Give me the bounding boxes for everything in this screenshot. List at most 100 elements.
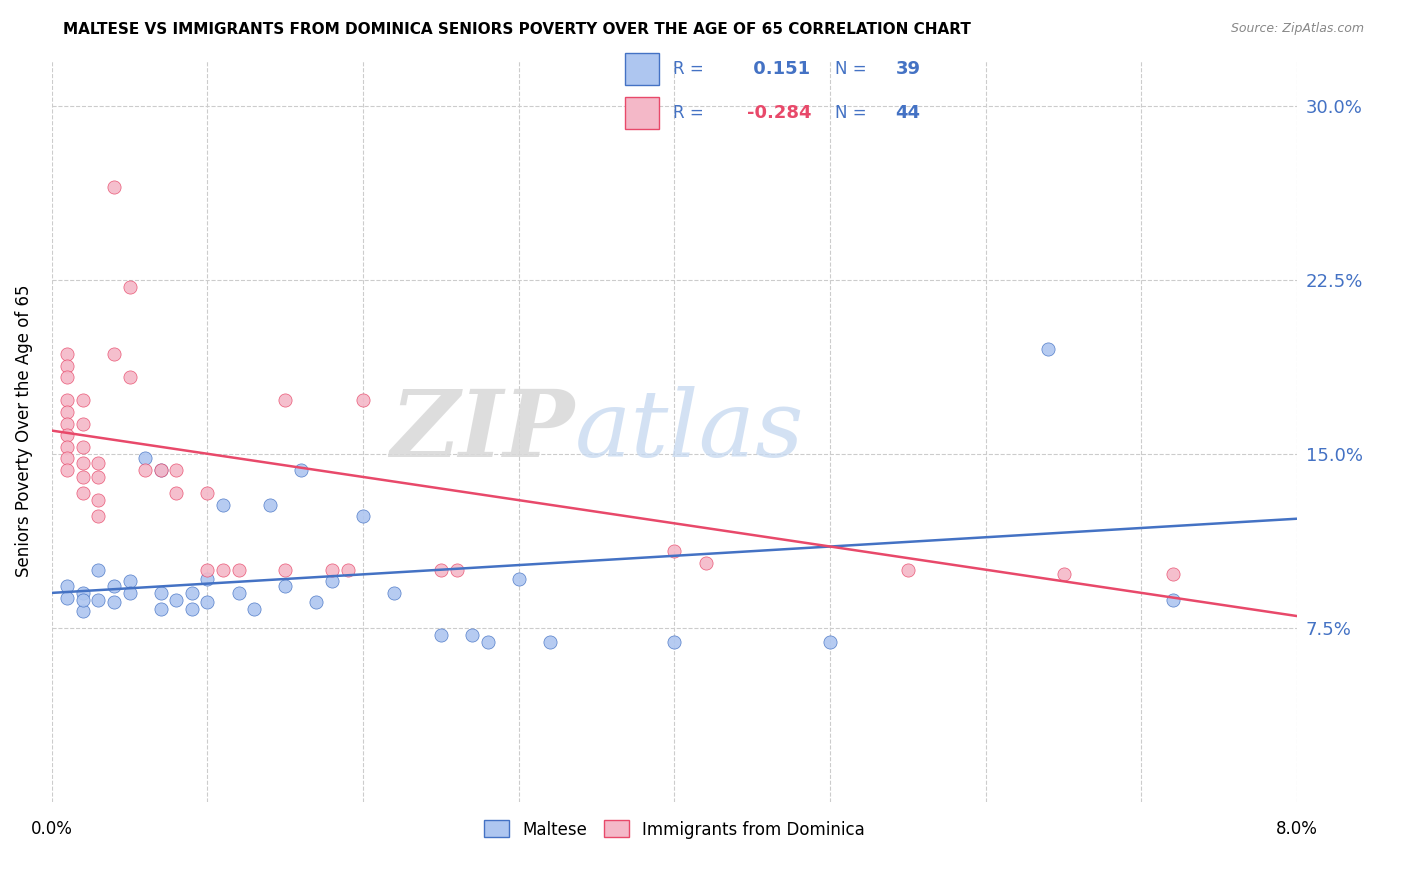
Point (477, 634, 499, 648)
Point (430, 627, 453, 641)
Point (87, 493, 110, 508)
Point (461, 627, 484, 641)
Point (87, 509, 110, 524)
Point (538, 634, 561, 648)
Point (212, 498, 235, 512)
Point (259, 498, 281, 512)
Point (103, 595, 125, 609)
Point (72, 393, 94, 408)
Point (274, 579, 297, 593)
Point (56, 451, 79, 466)
Point (197, 595, 219, 609)
Point (664, 634, 686, 648)
Text: 0.151: 0.151 (747, 60, 810, 78)
Text: N =: N = (835, 104, 866, 122)
Point (352, 393, 374, 408)
Point (56, 359, 79, 373)
Point (897, 563, 920, 577)
Point (818, 634, 841, 648)
Point (56, 463, 79, 477)
Point (56, 591, 79, 605)
Point (72, 470, 94, 484)
Point (87, 563, 110, 577)
Point (103, 347, 125, 361)
Point (1036, 343, 1059, 357)
Point (197, 572, 219, 586)
Text: 0.0%: 0.0% (31, 820, 73, 838)
Point (56, 393, 79, 408)
Point (197, 563, 219, 577)
Point (87, 470, 110, 484)
Point (664, 544, 686, 558)
Text: R =: R = (672, 104, 703, 122)
Point (72, 586, 94, 600)
Text: 39: 39 (896, 60, 921, 78)
Point (103, 180, 125, 194)
FancyBboxPatch shape (626, 53, 659, 85)
Point (56, 347, 79, 361)
Point (508, 572, 530, 586)
Point (134, 463, 156, 477)
Point (103, 579, 125, 593)
Y-axis label: Seniors Poverty Over the Age of 65: Seniors Poverty Over the Age of 65 (15, 285, 32, 577)
Point (212, 563, 235, 577)
Point (118, 370, 141, 384)
Point (118, 574, 141, 589)
Point (72, 486, 94, 500)
Point (446, 563, 468, 577)
Text: Source: ZipAtlas.com: Source: ZipAtlas.com (1230, 22, 1364, 36)
Text: 44: 44 (896, 104, 921, 122)
Point (149, 463, 172, 477)
Point (56, 370, 79, 384)
Point (382, 586, 405, 600)
Point (118, 280, 141, 294)
Point (352, 509, 374, 524)
Point (134, 451, 156, 466)
Point (197, 486, 219, 500)
Point (430, 563, 453, 577)
FancyBboxPatch shape (626, 97, 659, 129)
Text: ZIP: ZIP (391, 385, 575, 475)
Point (165, 463, 187, 477)
Point (56, 428, 79, 442)
Text: -0.284: -0.284 (747, 104, 811, 122)
Point (165, 486, 187, 500)
Point (695, 556, 717, 570)
Point (1053, 567, 1076, 582)
Point (118, 586, 141, 600)
Point (56, 579, 79, 593)
Legend: Maltese, Immigrants from Dominica: Maltese, Immigrants from Dominica (477, 814, 872, 846)
Point (274, 393, 297, 408)
Point (56, 405, 79, 419)
Point (87, 456, 110, 470)
Point (56, 440, 79, 454)
Point (305, 595, 328, 609)
Point (72, 456, 94, 470)
Point (72, 417, 94, 431)
Point (72, 592, 94, 607)
Point (1161, 592, 1184, 607)
Text: atlas: atlas (575, 385, 804, 475)
Point (274, 563, 297, 577)
Point (321, 563, 343, 577)
Point (180, 586, 202, 600)
Point (149, 586, 172, 600)
Point (149, 463, 172, 477)
Point (243, 602, 266, 616)
Text: R =: R = (672, 60, 703, 78)
Point (321, 574, 343, 589)
Point (1161, 567, 1184, 582)
Point (180, 602, 202, 616)
Point (149, 602, 172, 616)
Text: N =: N = (835, 60, 866, 78)
Point (228, 563, 250, 577)
Text: MALTESE VS IMMIGRANTS FROM DOMINICA SENIORS POVERTY OVER THE AGE OF 65 CORRELATI: MALTESE VS IMMIGRANTS FROM DOMINICA SENI… (63, 22, 972, 37)
Point (165, 592, 187, 607)
Point (56, 417, 79, 431)
Point (228, 586, 250, 600)
Point (336, 563, 359, 577)
Text: 8.0%: 8.0% (1277, 820, 1317, 838)
Point (87, 592, 110, 607)
Point (72, 440, 94, 454)
Point (72, 604, 94, 618)
